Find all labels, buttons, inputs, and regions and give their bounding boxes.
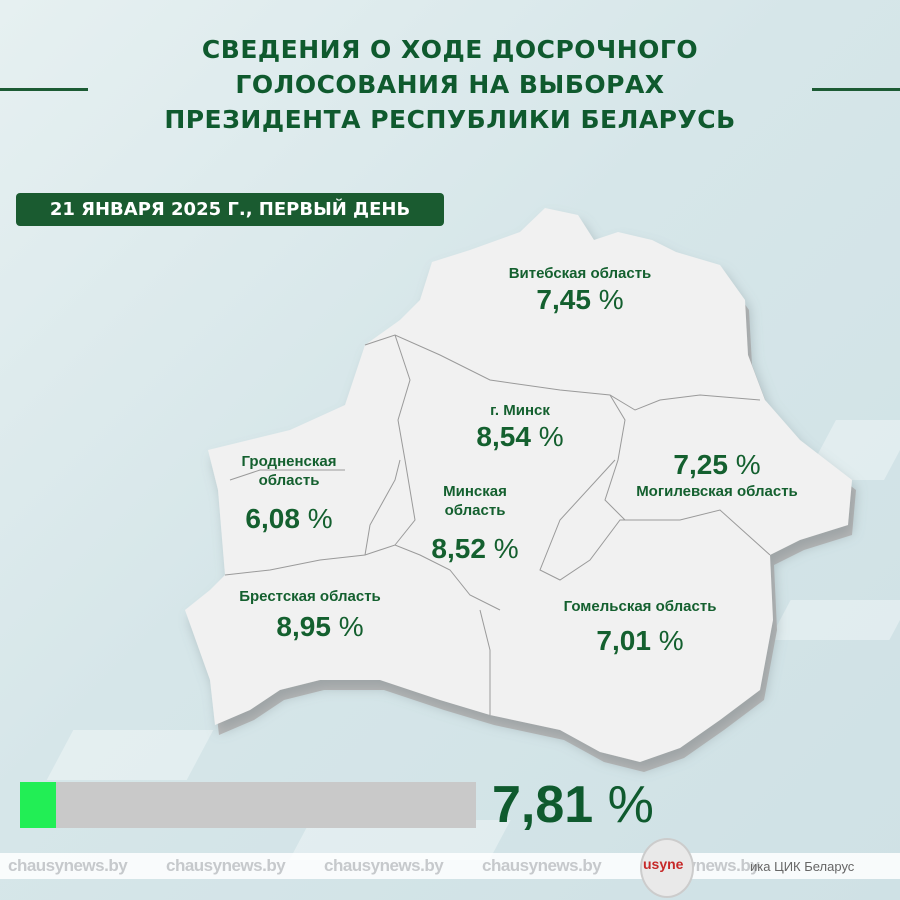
map-outline	[185, 208, 852, 762]
date-badge: 21 ЯНВАРЯ 2025 Г., ПЕРВЫЙ ДЕНЬ	[16, 193, 444, 226]
total-progress-fill	[20, 782, 56, 828]
region-brest: Брестская область 8,95 %	[225, 587, 395, 644]
watermark-text: chausynews.by	[166, 856, 286, 875]
region-name-line-1: Минская	[443, 483, 507, 500]
region-name-line-2: область	[444, 502, 506, 519]
region-value: 6,08 %	[245, 503, 333, 534]
title-line-3: ПРЕЗИДЕНТА РЕСПУБЛИКИ БЕЛАРУСЬ	[164, 105, 736, 134]
watermark-text: chausynews.by	[8, 856, 128, 875]
watermark-text: chausynews.by	[482, 856, 602, 875]
region-name: Витебская область	[508, 265, 652, 282]
region-value: 8,95 %	[276, 611, 364, 642]
region-vitebsk: Витебская область 7,45 %	[470, 264, 690, 317]
region-value: 8,52 %	[431, 533, 519, 564]
cec-seal-icon	[640, 838, 694, 898]
region-value: 7,45 %	[536, 284, 624, 315]
page-title: СВЕДЕНИЯ О ХОДЕ ДОСРОЧНОГО ГОЛОСОВАНИЯ Н…	[0, 32, 900, 137]
region-name-line-1: Гродненская	[241, 453, 337, 470]
region-mogilev: 7,25 % Могилевская область	[612, 448, 822, 501]
region-value: 8,54 %	[476, 421, 564, 452]
region-name: Могилевская область	[636, 483, 798, 500]
region-minsk-oblast: Минская область 8,52 %	[410, 482, 540, 566]
region-name: г. Минск	[490, 402, 550, 419]
region-value: 7,01 %	[596, 625, 684, 656]
source-text: ика ЦИК Беларус	[750, 858, 855, 874]
region-name: Брестская область	[239, 588, 381, 605]
region-grodno: Гродненская область 6,08 %	[214, 452, 364, 536]
title-decor-line-right	[812, 88, 900, 91]
title-line-2: ГОЛОСОВАНИЯ НА ВЫБОРАХ	[235, 70, 665, 99]
region-name: Гомельская область	[563, 598, 717, 615]
seal-label: usyne	[643, 856, 684, 872]
region-borders	[224, 334, 771, 715]
title-line-1: СВЕДЕНИЯ О ХОДЕ ДОСРОЧНОГО	[201, 35, 699, 64]
title-decor-line-left	[0, 88, 88, 91]
region-minsk-city: г. Минск 8,54 %	[430, 401, 610, 454]
total-progress-bar	[20, 782, 476, 828]
watermark-strip: chausynews.by chausynews.by chausynews.b…	[0, 853, 900, 879]
region-value: 7,25 %	[673, 449, 761, 480]
watermark-text: chausynews.by	[324, 856, 444, 875]
total-turnout: 7,81 %	[492, 776, 654, 834]
region-gomel: Гомельская область 7,01 %	[540, 597, 740, 658]
region-name-line-2: область	[258, 472, 320, 489]
